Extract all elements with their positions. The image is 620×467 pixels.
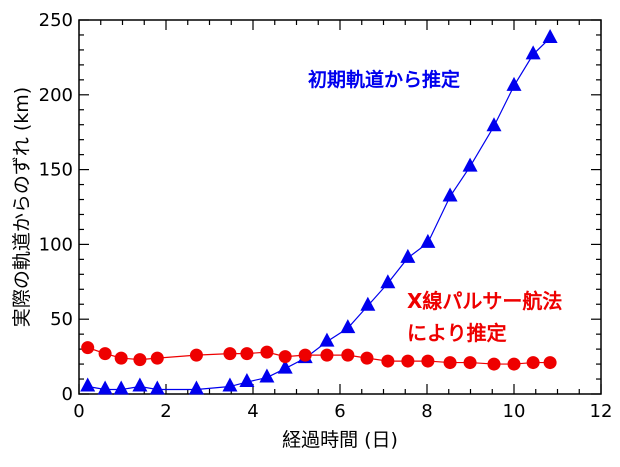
data-point-circle xyxy=(507,357,521,371)
data-point-triangle xyxy=(542,28,558,43)
data-point-triangle xyxy=(420,233,436,248)
x-tick-label: 10 xyxy=(503,401,526,422)
y-tick-label: 100 xyxy=(39,234,73,255)
series-label-xray-pulsar-line1: X線パルサー航法 xyxy=(407,289,562,313)
y-tick-label: 250 xyxy=(39,10,73,31)
data-point-circle xyxy=(278,350,292,364)
data-point-circle xyxy=(543,356,557,370)
data-point-triangle xyxy=(132,377,148,392)
data-point-triangle xyxy=(149,380,165,395)
series-label-xray-pulsar-line2: により推定 xyxy=(407,321,507,345)
data-point-circle xyxy=(360,351,374,365)
data-point-triangle xyxy=(340,319,356,334)
data-point-circle xyxy=(81,341,95,355)
data-point-triangle xyxy=(113,380,129,395)
x-tick-label: 2 xyxy=(160,401,171,422)
data-point-circle xyxy=(133,353,147,367)
data-point-circle xyxy=(401,354,415,368)
data-point-triangle xyxy=(442,187,458,202)
data-point-circle xyxy=(526,356,540,370)
series-layer xyxy=(80,28,558,395)
series-label-initial-orbit: 初期軌道から推定 xyxy=(308,68,460,91)
x-tick-label: 12 xyxy=(590,401,613,422)
data-point-triangle xyxy=(486,117,502,132)
data-point-circle xyxy=(240,347,254,361)
data-point-triangle xyxy=(400,248,416,263)
x-axis-label: 経過時間 (日) xyxy=(282,429,398,451)
y-tick-label: 0 xyxy=(62,384,73,405)
data-point-circle xyxy=(114,351,128,365)
data-point-triangle xyxy=(319,332,335,347)
x-tick-label: 6 xyxy=(334,401,345,422)
data-point-circle xyxy=(298,348,312,362)
data-point-circle xyxy=(381,354,395,368)
y-tick-label: 50 xyxy=(50,309,73,330)
data-point-triangle xyxy=(360,296,376,311)
data-point-circle xyxy=(320,348,334,362)
data-point-circle xyxy=(189,348,203,362)
data-point-triangle xyxy=(506,76,522,91)
data-point-circle xyxy=(443,356,457,370)
data-point-circle xyxy=(260,345,274,359)
data-point-circle xyxy=(487,357,501,371)
data-point-circle xyxy=(98,347,112,361)
data-point-triangle xyxy=(277,359,293,374)
data-point-circle xyxy=(150,351,164,365)
y-axis-label: 実際の軌道からのずれ (km) xyxy=(11,87,33,327)
data-point-triangle xyxy=(259,368,275,383)
data-point-triangle xyxy=(80,377,96,392)
data-point-triangle xyxy=(222,377,238,392)
data-point-circle xyxy=(341,348,355,362)
y-tick-label: 200 xyxy=(39,85,73,106)
x-tick-label: 4 xyxy=(247,401,258,422)
data-point-circle xyxy=(421,354,435,368)
x-tick-label: 8 xyxy=(421,401,432,422)
data-point-triangle xyxy=(462,157,478,172)
y-tick-label: 150 xyxy=(39,160,73,181)
x-tick-label: 0 xyxy=(73,401,84,422)
data-point-circle xyxy=(463,356,477,370)
data-point-triangle xyxy=(525,45,541,60)
data-point-triangle xyxy=(97,380,113,395)
data-point-triangle xyxy=(380,274,396,289)
data-point-circle xyxy=(223,347,237,361)
data-point-triangle xyxy=(239,373,255,388)
axes: 0 2 4 6 8 10 12 0 50 100 150 200 250 xyxy=(39,10,613,422)
data-point-triangle xyxy=(188,380,204,395)
